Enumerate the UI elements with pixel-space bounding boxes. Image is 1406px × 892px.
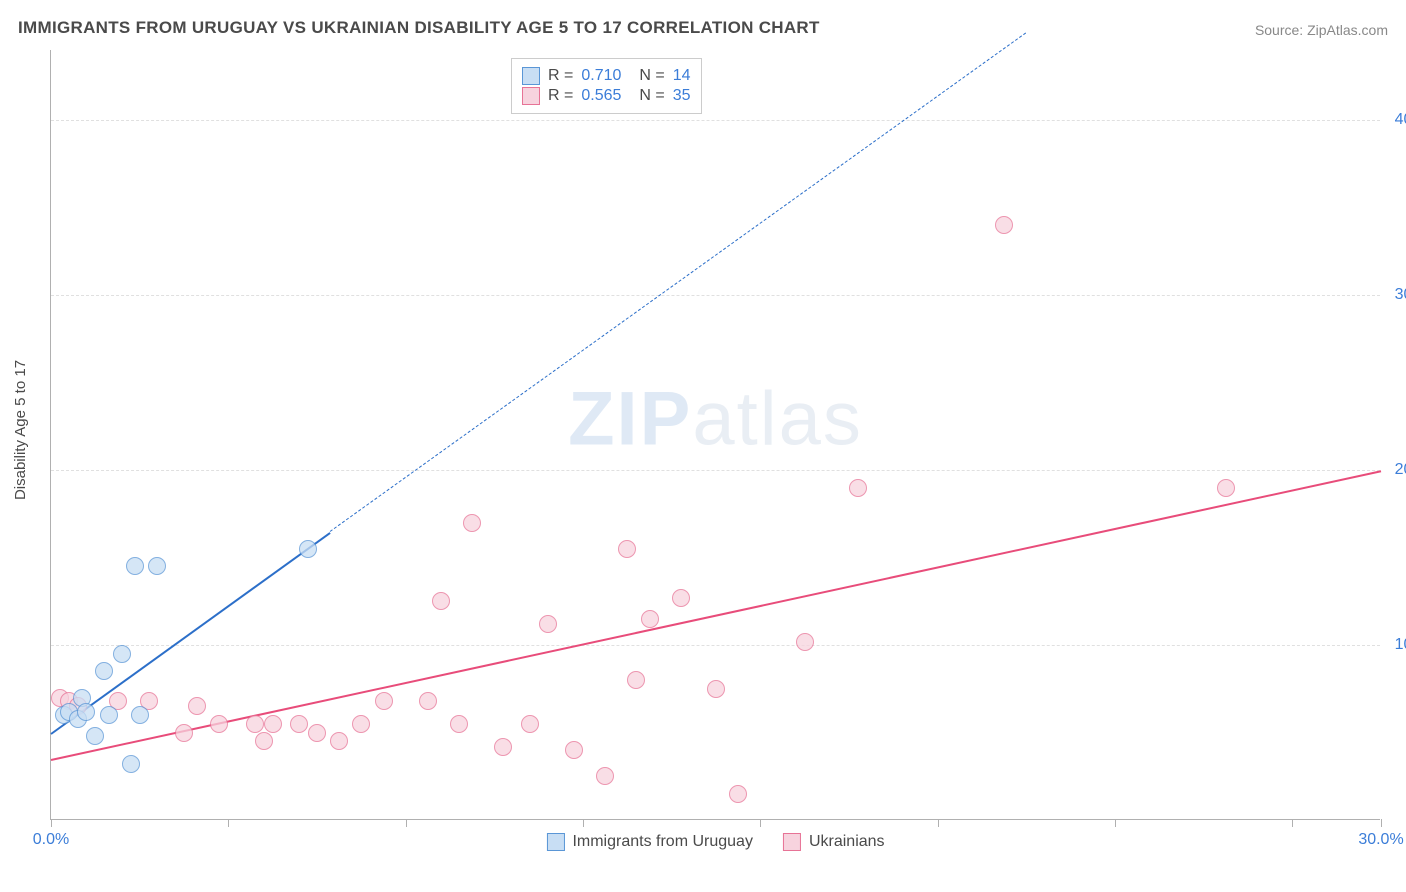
y-tick-label: 40.0% xyxy=(1395,111,1406,129)
watermark: ZIPatlas xyxy=(568,376,863,463)
data-point-ukrainians xyxy=(175,724,193,742)
data-point-uruguay xyxy=(100,706,118,724)
stats-row-ukrainians: R = 0.565 N = 35 xyxy=(522,87,691,105)
stats-row-uruguay: R = 0.710 N = 14 xyxy=(522,67,691,85)
legend-label-uruguay: Immigrants from Uruguay xyxy=(572,833,753,851)
x-tick-label: 0.0% xyxy=(33,831,69,849)
stat-n-uruguay: 14 xyxy=(673,67,691,85)
data-point-uruguay xyxy=(299,540,317,558)
data-point-ukrainians xyxy=(255,732,273,750)
stat-r-label: R = xyxy=(548,87,573,105)
x-tick xyxy=(1381,819,1382,827)
legend-swatch-ukrainians xyxy=(783,833,801,851)
swatch-ukrainians xyxy=(522,87,540,105)
data-point-ukrainians xyxy=(188,697,206,715)
legend-swatch-uruguay xyxy=(546,833,564,851)
data-point-ukrainians xyxy=(1217,479,1235,497)
data-point-uruguay xyxy=(131,706,149,724)
data-point-ukrainians xyxy=(375,692,393,710)
stat-n-label: N = xyxy=(639,87,664,105)
chart-title: IMMIGRANTS FROM URUGUAY VS UKRAINIAN DIS… xyxy=(18,18,820,38)
stat-r-label: R = xyxy=(548,67,573,85)
data-point-ukrainians xyxy=(330,732,348,750)
grid-line xyxy=(51,645,1380,646)
data-point-ukrainians xyxy=(246,715,264,733)
data-point-ukrainians xyxy=(707,680,725,698)
stat-n-label: N = xyxy=(639,67,664,85)
stats-legend-box: R = 0.710 N = 14 R = 0.565 N = 35 xyxy=(511,58,702,114)
data-point-ukrainians xyxy=(463,514,481,532)
data-point-ukrainians xyxy=(419,692,437,710)
data-point-ukrainians xyxy=(521,715,539,733)
stat-r-uruguay: 0.710 xyxy=(581,67,621,85)
data-point-uruguay xyxy=(148,557,166,575)
data-point-ukrainians xyxy=(352,715,370,733)
x-tick xyxy=(760,819,761,827)
data-point-ukrainians xyxy=(290,715,308,733)
data-point-ukrainians xyxy=(494,738,512,756)
data-point-uruguay xyxy=(113,645,131,663)
bottom-legend: Immigrants from Uruguay Ukrainians xyxy=(546,833,884,851)
data-point-ukrainians xyxy=(264,715,282,733)
legend-item-ukrainians: Ukrainians xyxy=(783,833,885,851)
data-point-uruguay xyxy=(95,662,113,680)
x-tick-label: 30.0% xyxy=(1358,831,1403,849)
y-tick-label: 30.0% xyxy=(1395,286,1406,304)
data-point-ukrainians xyxy=(627,671,645,689)
data-point-ukrainians xyxy=(796,633,814,651)
data-point-ukrainians xyxy=(565,741,583,759)
data-point-ukrainians xyxy=(596,767,614,785)
data-point-uruguay xyxy=(86,727,104,745)
swatch-uruguay xyxy=(522,67,540,85)
x-tick xyxy=(583,819,584,827)
grid-line xyxy=(51,120,1380,121)
data-point-uruguay xyxy=(77,703,95,721)
x-tick xyxy=(406,819,407,827)
x-tick xyxy=(1115,819,1116,827)
data-point-ukrainians xyxy=(308,724,326,742)
data-point-ukrainians xyxy=(849,479,867,497)
data-point-ukrainians xyxy=(641,610,659,628)
grid-line xyxy=(51,295,1380,296)
data-point-uruguay xyxy=(126,557,144,575)
y-tick-label: 20.0% xyxy=(1395,461,1406,479)
data-point-ukrainians xyxy=(729,785,747,803)
data-point-uruguay xyxy=(122,755,140,773)
data-point-ukrainians xyxy=(672,589,690,607)
y-axis-label: Disability Age 5 to 17 xyxy=(12,360,29,500)
data-point-ukrainians xyxy=(618,540,636,558)
stat-n-ukrainians: 35 xyxy=(673,87,691,105)
legend-item-uruguay: Immigrants from Uruguay xyxy=(546,833,753,851)
x-tick xyxy=(1292,819,1293,827)
x-tick xyxy=(228,819,229,827)
data-point-ukrainians xyxy=(995,216,1013,234)
legend-label-ukrainians: Ukrainians xyxy=(809,833,885,851)
x-tick xyxy=(51,819,52,827)
plot-area: ZIPatlas R = 0.710 N = 14 R = 0.565 N = … xyxy=(50,50,1380,820)
x-tick xyxy=(938,819,939,827)
y-tick-label: 10.0% xyxy=(1395,636,1406,654)
data-point-ukrainians xyxy=(210,715,228,733)
data-point-ukrainians xyxy=(432,592,450,610)
stat-r-ukrainians: 0.565 xyxy=(581,87,621,105)
source-label: Source: ZipAtlas.com xyxy=(1255,22,1388,38)
grid-line xyxy=(51,470,1380,471)
data-point-ukrainians xyxy=(450,715,468,733)
data-point-ukrainians xyxy=(539,615,557,633)
